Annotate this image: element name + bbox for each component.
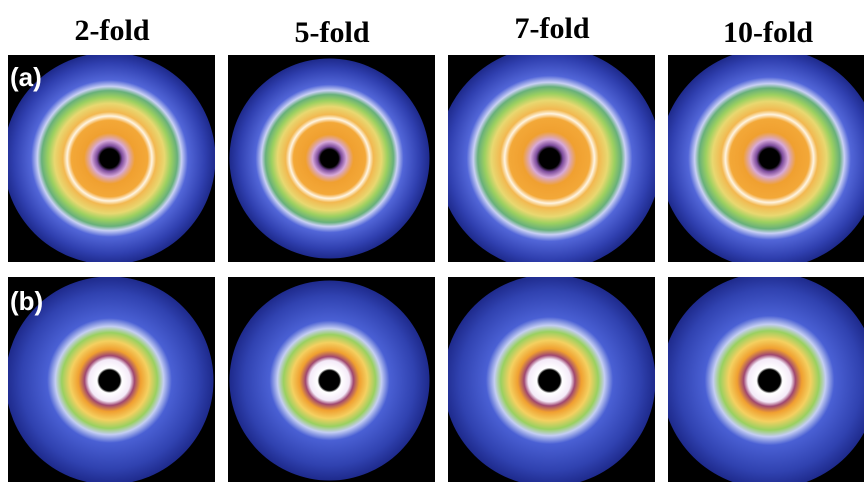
- diffraction-pattern: [230, 59, 430, 259]
- diffraction-pattern: [230, 281, 430, 481]
- diffraction-panel: [438, 47, 662, 271]
- figure: 2-fold 5-fold 7-fold 10-fold (a) (b): [0, 0, 864, 482]
- column-title: 7-fold: [515, 12, 590, 45]
- row-label: (a): [10, 62, 42, 92]
- diffraction-panel: [228, 55, 435, 262]
- column-title: 10-fold: [723, 16, 813, 49]
- diffraction-panel: [444, 275, 656, 482]
- diffraction-pattern: [438, 47, 662, 271]
- diffraction-panel: [662, 273, 864, 482]
- panels: [4, 47, 864, 482]
- column-title: 5-fold: [295, 16, 370, 49]
- column-title: 2-fold: [75, 14, 150, 47]
- diffraction-panel: [228, 277, 435, 482]
- diffraction-pattern: [444, 275, 656, 482]
- row-label: (b): [10, 286, 43, 316]
- diffraction-panel: [660, 49, 864, 269]
